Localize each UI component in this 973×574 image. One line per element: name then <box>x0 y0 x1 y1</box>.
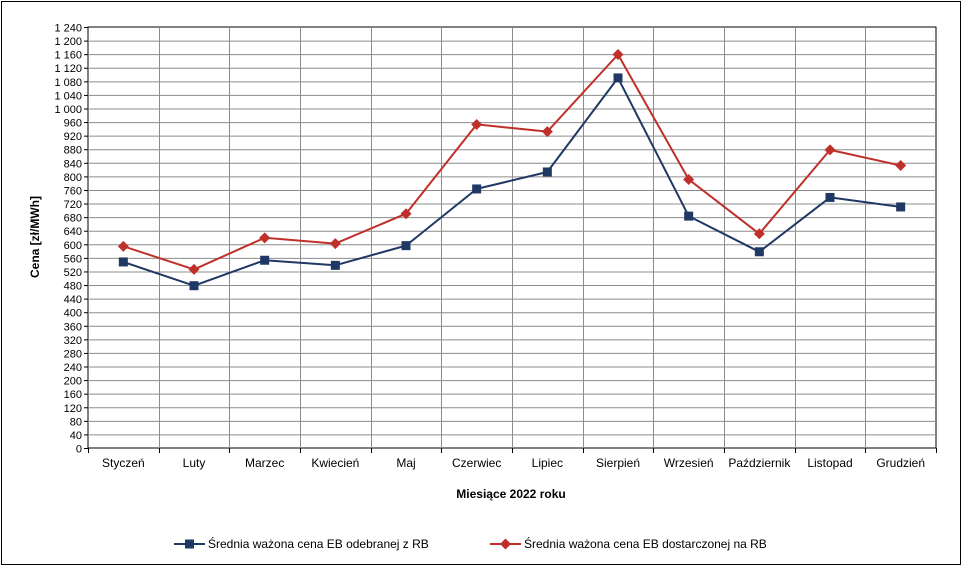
series-line-1 <box>122 76 901 287</box>
y-tick-label: 440 <box>64 294 82 306</box>
x-tick-label: Czerwiec <box>452 456 501 470</box>
data-point-series-2 <box>895 160 907 172</box>
x-tick-label: Luty <box>183 456 206 470</box>
y-tick-label: 800 <box>64 172 82 184</box>
y-tick-label: 600 <box>64 240 82 252</box>
y-tick-label: 40 <box>70 430 82 442</box>
x-tick-label: Grudzień <box>876 456 925 470</box>
chart-frame: 0 40 80 120 160 200 240 280 320 360 400 440 480 520 56… <box>1 1 961 565</box>
data-point-series-1 <box>401 241 411 251</box>
data-point-series-2 <box>188 263 200 275</box>
x-tick-label: Maj <box>396 456 415 470</box>
series-lines <box>117 49 907 291</box>
y-tick-label: 1 200 <box>54 36 82 48</box>
y-tick-label: 720 <box>64 199 82 211</box>
data-point-series-2 <box>612 49 624 61</box>
y-tick-label: 240 <box>64 362 82 374</box>
data-point-series-2 <box>329 238 341 250</box>
y-tick-label: 200 <box>64 376 82 388</box>
x-tick-label: Wrzesień <box>664 456 714 470</box>
legend-item-series-2: Średnia ważona cena EB dostarczonej na R… <box>490 536 767 551</box>
y-tick-label: 320 <box>64 335 82 347</box>
x-tick-label: Kwiecień <box>311 456 359 470</box>
x-tick-label: Listopad <box>807 456 852 470</box>
y-tick-label: 680 <box>64 213 82 225</box>
x-axis-ticks: Styczeń Luty Marzec Kwiecień Maj Czerwiec Lipi… <box>88 448 937 470</box>
data-point-series-2 <box>117 240 129 252</box>
y-tick-label: 120 <box>64 403 82 415</box>
y-tick-label: 840 <box>64 158 82 170</box>
y-tick-label: 80 <box>70 416 82 428</box>
x-tick-label: Październik <box>728 456 791 470</box>
y-tick-label: 640 <box>64 226 82 238</box>
data-point-series-2 <box>824 144 836 156</box>
data-point-series-2 <box>541 126 553 138</box>
x-axis-title: Miesiące 2022 roku <box>456 487 565 501</box>
y-tick-label: 560 <box>64 253 82 265</box>
x-tick-label: Sierpień <box>596 456 640 470</box>
y-tick-label: 880 <box>64 145 82 157</box>
y-tick-label: 0 <box>76 444 82 456</box>
y-tick-label: 1 240 <box>54 23 82 35</box>
data-point-series-1 <box>684 211 694 221</box>
data-point-series-1 <box>542 167 552 177</box>
data-point-series-1 <box>330 260 340 270</box>
y-tick-label: 1 040 <box>54 90 82 102</box>
y-tick-label: 480 <box>64 281 82 293</box>
data-point-series-1 <box>472 184 482 194</box>
legend-item-series-1: Średnia ważona cena EB odebranej z RB <box>174 536 429 551</box>
data-point-series-2 <box>400 208 412 220</box>
y-tick-label: 760 <box>64 185 82 197</box>
data-point-series-1 <box>825 192 835 202</box>
data-point-series-1 <box>896 202 906 212</box>
y-tick-label: 160 <box>64 389 82 401</box>
y-tick-label: 960 <box>64 118 82 130</box>
legend: Średnia ważona cena EB odebranej z RB Śr… <box>174 536 767 551</box>
y-tick-label: 400 <box>64 308 82 320</box>
y-tick-label: 280 <box>64 348 82 360</box>
data-point-series-2 <box>683 173 695 185</box>
legend-marker-series-1 <box>185 539 194 549</box>
legend-marker-series-2 <box>500 538 511 550</box>
y-tick-label: 1 000 <box>54 104 82 116</box>
legend-label-series-1: Średnia ważona cena EB odebranej z RB <box>208 536 429 551</box>
data-point-series-1 <box>189 281 199 291</box>
x-tick-label: Marzec <box>245 456 284 470</box>
legend-label-series-2: Średnia ważona cena EB dostarczonej na R… <box>524 536 767 551</box>
gridlines <box>88 27 936 448</box>
data-point-series-2 <box>259 232 271 244</box>
y-tick-label: 920 <box>64 131 82 143</box>
x-tick-label: Lipiec <box>532 456 563 470</box>
y-tick-label: 520 <box>64 267 82 279</box>
data-point-series-1 <box>260 255 270 265</box>
data-point-series-1 <box>613 73 623 83</box>
y-tick-label: 360 <box>64 321 82 333</box>
y-tick-label: 1 160 <box>54 50 82 62</box>
data-point-series-1 <box>754 247 764 257</box>
series-line-2 <box>122 53 901 271</box>
x-tick-label: Styczeń <box>102 456 145 470</box>
data-point-series-2 <box>753 228 765 240</box>
data-point-series-1 <box>118 257 128 267</box>
y-tick-label: 1 120 <box>54 63 82 75</box>
data-point-series-2 <box>471 118 483 130</box>
y-axis-title: Cena [zł/MWh] <box>28 196 42 278</box>
y-tick-label: 1 080 <box>54 77 82 89</box>
